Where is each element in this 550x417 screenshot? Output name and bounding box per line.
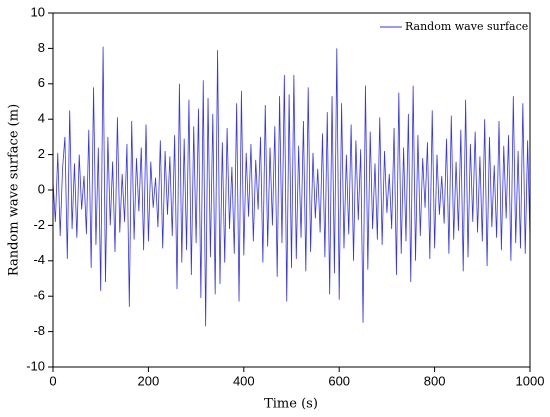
- y-tick-label: -4: [33, 252, 45, 267]
- y-tick-label: 10: [31, 4, 45, 19]
- y-tick-label: 6: [38, 75, 45, 90]
- x-tick-label: 600: [328, 373, 350, 388]
- x-tick-label: 1000: [516, 373, 545, 388]
- y-tick-label: 2: [38, 146, 45, 161]
- y-axis-label: Random wave surface (m): [7, 104, 22, 276]
- x-axis-label: Time (s): [264, 397, 318, 412]
- x-tick-label: 0: [49, 373, 56, 388]
- legend-label: Random wave surface: [405, 20, 528, 33]
- data-line: [52, 46, 531, 327]
- y-tick-label: -2: [33, 217, 45, 232]
- x-tick-label: 400: [233, 373, 255, 388]
- x-tick-label: 800: [424, 373, 446, 388]
- y-tick-label: 8: [38, 40, 45, 55]
- y-tick-label: -6: [33, 288, 45, 303]
- plot-frame: [52, 12, 531, 368]
- y-tick-label: -8: [33, 323, 45, 338]
- y-tick-label: -10: [26, 358, 45, 373]
- y-tick-label: 4: [38, 111, 45, 126]
- x-tick-label: 200: [138, 373, 160, 388]
- y-tick-label: 0: [38, 181, 45, 196]
